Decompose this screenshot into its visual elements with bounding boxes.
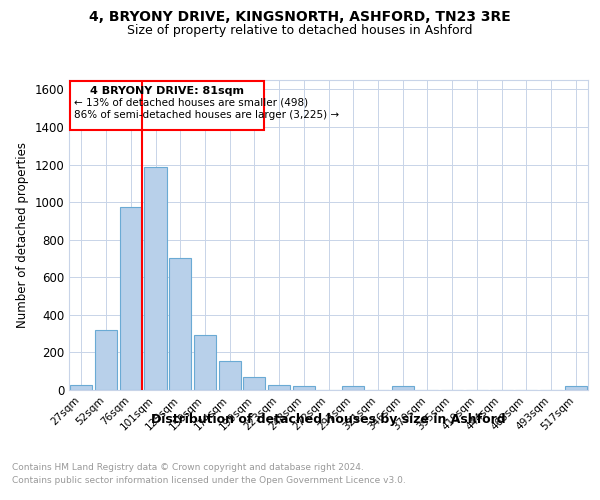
Bar <box>194 334 216 390</box>
Text: 86% of semi-detached houses are larger (3,225) →: 86% of semi-detached houses are larger (… <box>74 110 339 120</box>
FancyBboxPatch shape <box>70 81 264 130</box>
Text: ← 13% of detached houses are smaller (498): ← 13% of detached houses are smaller (49… <box>74 98 308 108</box>
Bar <box>293 386 315 390</box>
Bar <box>243 377 265 390</box>
Bar <box>342 386 364 390</box>
Bar <box>145 168 167 390</box>
Text: Distribution of detached houses by size in Ashford: Distribution of detached houses by size … <box>151 412 506 426</box>
Bar <box>95 330 117 390</box>
Y-axis label: Number of detached properties: Number of detached properties <box>16 142 29 328</box>
Bar <box>70 386 92 390</box>
Bar <box>169 258 191 390</box>
Bar <box>218 361 241 390</box>
Text: Contains HM Land Registry data © Crown copyright and database right 2024.: Contains HM Land Registry data © Crown c… <box>12 462 364 471</box>
Text: Size of property relative to detached houses in Ashford: Size of property relative to detached ho… <box>127 24 473 37</box>
Bar <box>119 207 142 390</box>
Text: Contains public sector information licensed under the Open Government Licence v3: Contains public sector information licen… <box>12 476 406 485</box>
Text: 4, BRYONY DRIVE, KINGSNORTH, ASHFORD, TN23 3RE: 4, BRYONY DRIVE, KINGSNORTH, ASHFORD, TN… <box>89 10 511 24</box>
Bar <box>565 386 587 390</box>
Text: 4 BRYONY DRIVE: 81sqm: 4 BRYONY DRIVE: 81sqm <box>90 86 244 96</box>
Bar <box>268 386 290 390</box>
Bar <box>392 386 414 390</box>
